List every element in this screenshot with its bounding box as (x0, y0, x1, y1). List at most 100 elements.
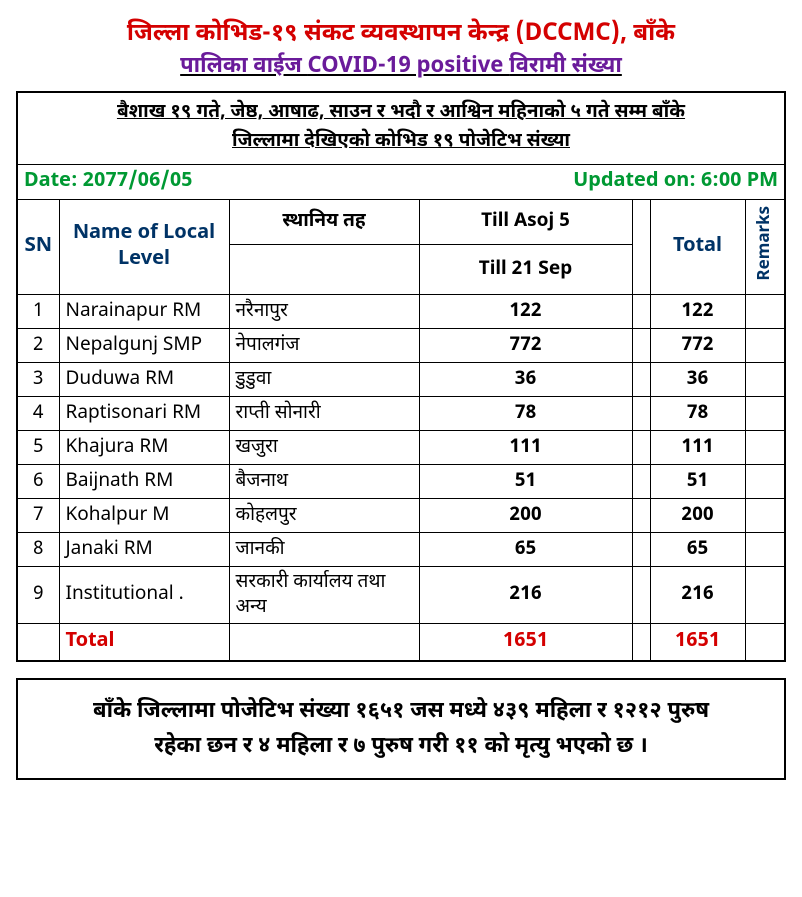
doc-title-1: जिल्ला कोभिड-१९ संकट व्यवस्थापन केन्द्र … (16, 18, 786, 50)
cell-name: Kohalpur M (59, 498, 229, 532)
col-till2: Till 21 Sep (419, 244, 632, 294)
cell-blank (632, 396, 650, 430)
period-line1: बैशाख १९ गते, जेष्ठ, आषाढ, साउन र भदौ र … (117, 100, 685, 125)
footer-box: बाँके जिल्लामा पोजेटिभ संख्या १६५१ जस मध… (16, 678, 786, 780)
title2-b: COVID-19 positive (308, 52, 510, 81)
cell-sn: 7 (17, 498, 59, 532)
col-till1: Till Asoj 5 (419, 200, 632, 245)
cell-remarks (745, 498, 785, 532)
table-row: 3Duduwa RMडुडुवा3636 (17, 362, 785, 396)
doc-title-2: पालिका वाईज COVID-19 positive विरामी संख… (16, 52, 786, 81)
cell-sn: 6 (17, 464, 59, 498)
cell-v1: 772 (419, 328, 632, 362)
cell-nep: खजुरा (229, 430, 419, 464)
cell-name: Janaki RM (59, 532, 229, 566)
cell-nep: राप्ती सोनारी (229, 396, 419, 430)
cell-total: 51 (650, 464, 745, 498)
cell-name: Narainapur RM (59, 294, 229, 328)
cell-name: Raptisonari RM (59, 396, 229, 430)
col-nep-blank (229, 244, 419, 294)
cell-sn: 8 (17, 532, 59, 566)
col-total: Total (650, 200, 745, 295)
cell-v1: 36 (419, 362, 632, 396)
main-table: बैशाख १९ गते, जेष्ठ, आषाढ, साउन र भदौ र … (16, 91, 786, 662)
cell-blank (632, 566, 650, 623)
cell-blank (632, 430, 650, 464)
cell-name: Institutional . (59, 566, 229, 623)
cell-sn: 4 (17, 396, 59, 430)
period-text: बैशाख १९ गते, जेष्ठ, आषाढ, साउन र भदौ र … (28, 99, 774, 156)
cell-blank (632, 328, 650, 362)
cell-nep: डुडुवा (229, 362, 419, 396)
cell-nep: जानकी (229, 532, 419, 566)
title2-c: विरामी संख्या (509, 52, 622, 81)
footer-line1: बाँके जिल्लामा पोजेटिभ संख्या १६५१ जस मध… (93, 697, 709, 726)
total-row: Total 1651 1651 (17, 623, 785, 661)
cell-nep: नेपालगंज (229, 328, 419, 362)
cell-blank (632, 294, 650, 328)
cell-remarks (745, 294, 785, 328)
cell-sn: 2 (17, 328, 59, 362)
cell-blank (632, 362, 650, 396)
cell-sn: 5 (17, 430, 59, 464)
table-row: 2Nepalgunj SMPनेपालगंज772772 (17, 328, 785, 362)
cell-v1: 122 (419, 294, 632, 328)
table-row: 5Khajura RMखजुरा111111 (17, 430, 785, 464)
table-row: 7Kohalpur Mकोहलपुर200200 (17, 498, 785, 532)
total-v1: 1651 (419, 623, 632, 661)
period-line2: जिल्लामा देखिएको कोभिड १९ पोजेटिभ संख्या (232, 129, 570, 154)
cell-blank (632, 498, 650, 532)
cell-blank (632, 464, 650, 498)
cell-total: 772 (650, 328, 745, 362)
col-remarks: Remarks (745, 200, 785, 295)
cell-nep: नरैनापुर (229, 294, 419, 328)
cell-v1: 111 (419, 430, 632, 464)
period-row: बैशाख १९ गते, जेष्ठ, आषाढ, साउन र भदौ र … (17, 92, 785, 165)
total-label: Total (59, 623, 229, 661)
col-sn: SN (17, 200, 59, 295)
col-blank1 (632, 200, 650, 295)
cell-nep: कोहलपुर (229, 498, 419, 532)
col-name: Name of Local Level (59, 200, 229, 295)
header-row-1: SN Name of Local Level स्थानिय तह Till A… (17, 200, 785, 245)
table-row: 6Baijnath RMबैजनाथ5151 (17, 464, 785, 498)
date-row: Date: 2077/06/05 Updated on: 6:00 PM (17, 165, 785, 200)
cell-remarks (745, 362, 785, 396)
cell-sn: 1 (17, 294, 59, 328)
cell-total: 36 (650, 362, 745, 396)
cell-total: 122 (650, 294, 745, 328)
cell-remarks (745, 566, 785, 623)
cell-name: Duduwa RM (59, 362, 229, 396)
cell-total: 200 (650, 498, 745, 532)
cell-nep: बैजनाथ (229, 464, 419, 498)
updated-label: Updated on: 6:00 PM (573, 169, 778, 195)
col-nep: स्थानिय तह (229, 200, 419, 245)
cell-sn: 9 (17, 566, 59, 623)
cell-total: 78 (650, 396, 745, 430)
cell-name: Nepalgunj SMP (59, 328, 229, 362)
cell-name: Khajura RM (59, 430, 229, 464)
cell-remarks (745, 464, 785, 498)
cell-v1: 200 (419, 498, 632, 532)
table-row: 9Institutional .सरकारी कार्यालय तथा अन्य… (17, 566, 785, 623)
title2-a: पालिका वाईज (180, 52, 307, 81)
table-row: 8Janaki RMजानकी6565 (17, 532, 785, 566)
cell-sn: 3 (17, 362, 59, 396)
table-row: 4Raptisonari RMराप्ती सोनारी7878 (17, 396, 785, 430)
cell-name: Baijnath RM (59, 464, 229, 498)
cell-remarks (745, 532, 785, 566)
date-label: Date: 2077/06/05 (24, 169, 193, 195)
cell-total: 216 (650, 566, 745, 623)
footer-line2: रहेका छन र ४ महिला र ७ पुरुष गरी ११ को म… (154, 732, 648, 761)
cell-remarks (745, 430, 785, 464)
cell-remarks (745, 328, 785, 362)
remarks-label: Remarks (754, 202, 776, 285)
cell-v1: 78 (419, 396, 632, 430)
cell-remarks (745, 396, 785, 430)
cell-blank (632, 532, 650, 566)
cell-nep: सरकारी कार्यालय तथा अन्य (229, 566, 419, 623)
cell-total: 111 (650, 430, 745, 464)
table-row: 1Narainapur RMनरैनापुर122122 (17, 294, 785, 328)
cell-v1: 51 (419, 464, 632, 498)
cell-v1: 216 (419, 566, 632, 623)
